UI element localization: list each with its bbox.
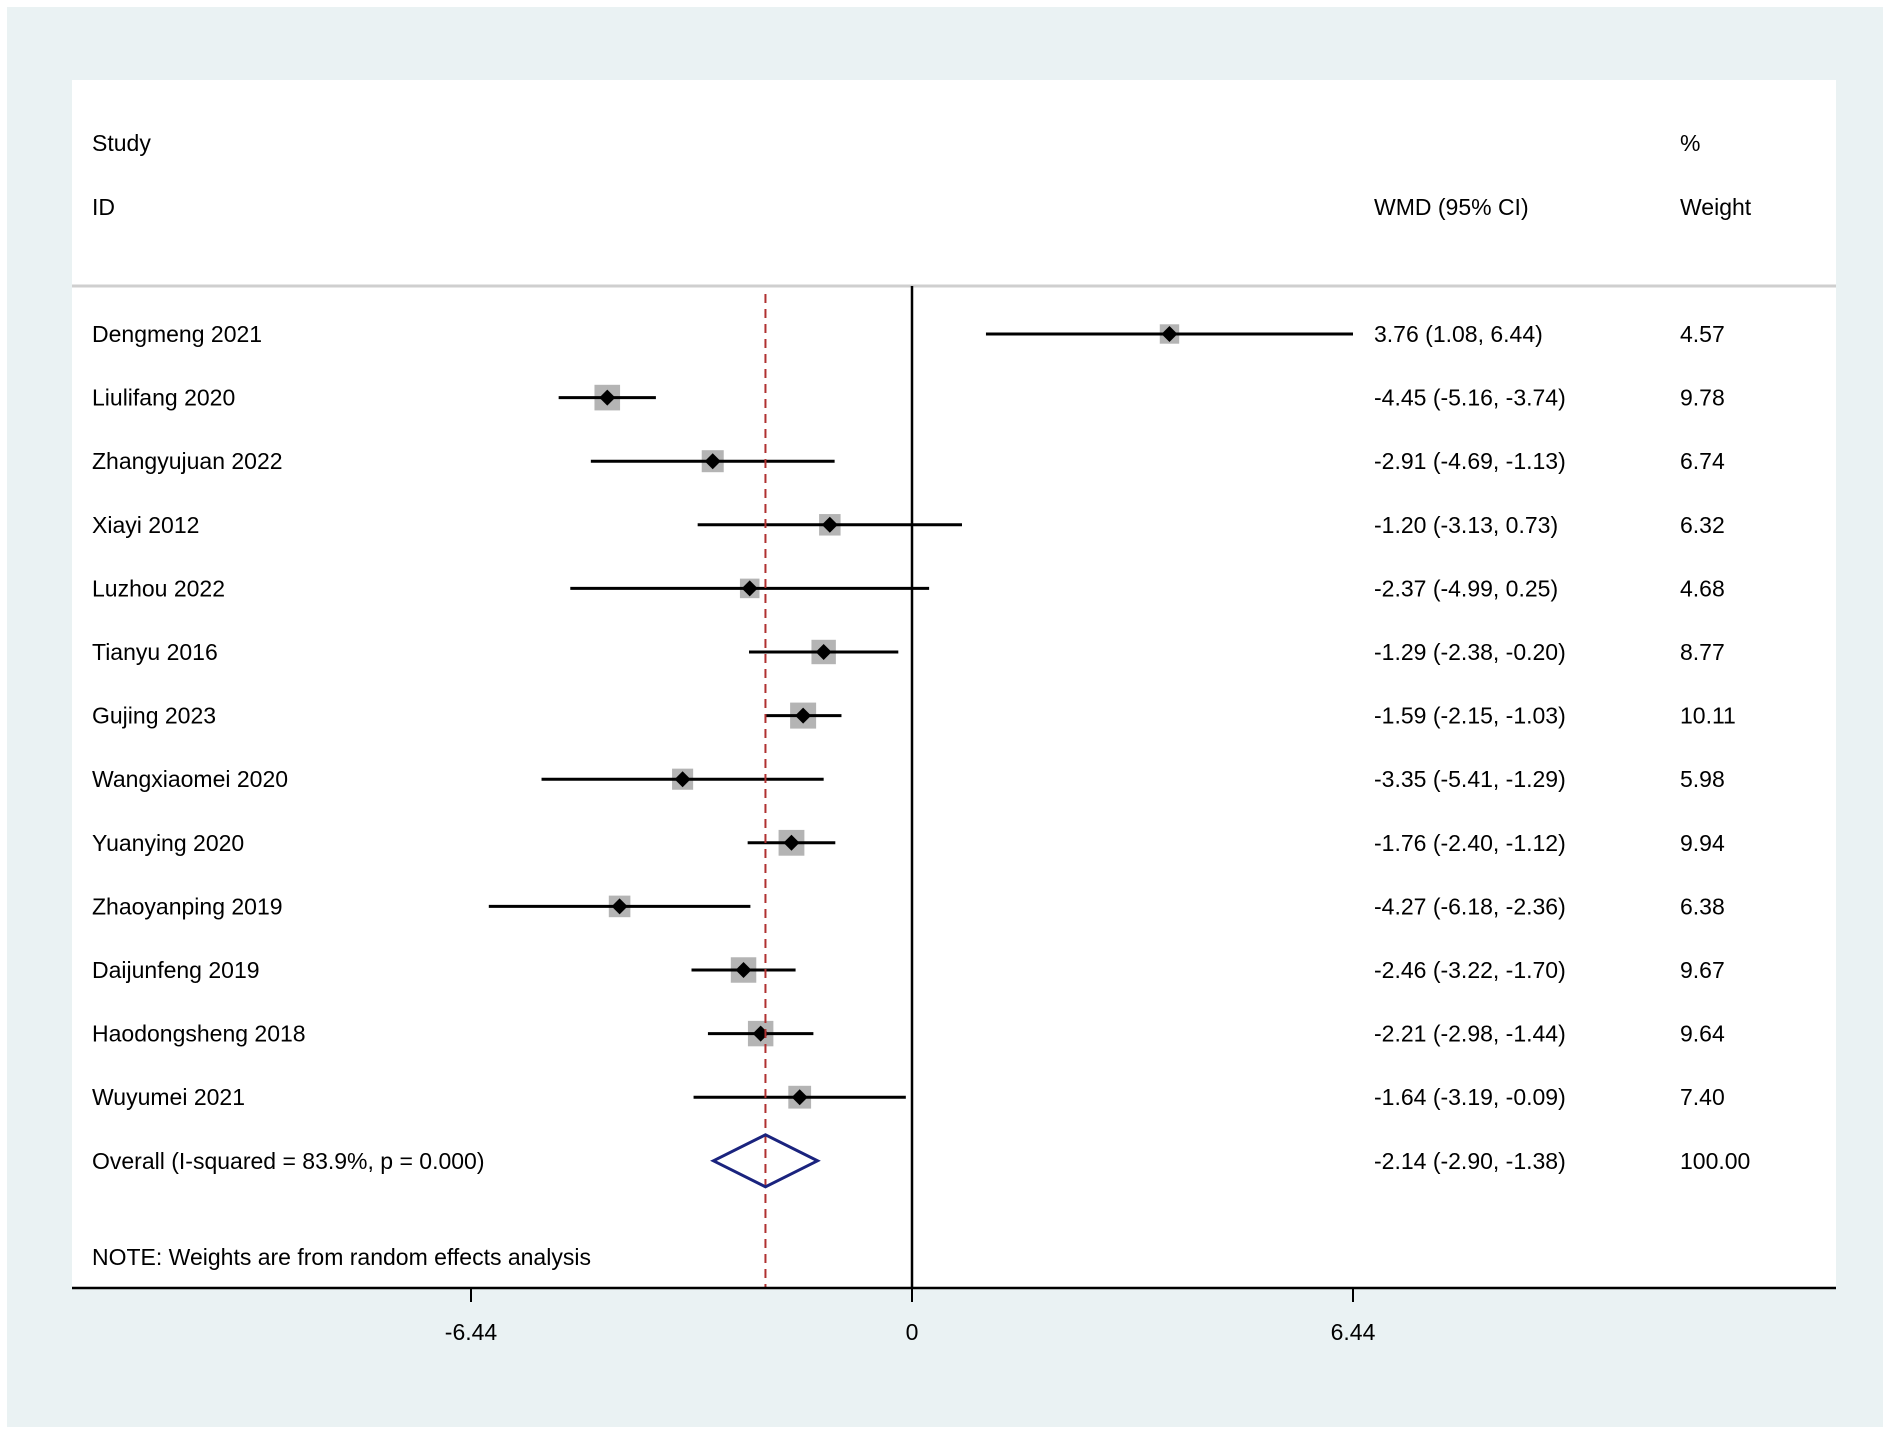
overall-ci-text: -2.14 (-2.90, -1.38) [1374,1148,1566,1174]
study-label: Dengmeng 2021 [92,321,262,347]
header-weight: Weight [1680,194,1752,220]
study-label: Yuanying 2020 [92,830,244,856]
study-weight-text: 5.98 [1680,766,1725,792]
study-ci-text: -2.46 (-3.22, -1.70) [1374,957,1566,983]
study-ci-text: -3.35 (-5.41, -1.29) [1374,766,1566,792]
x-tick-label: 0 [906,1319,919,1345]
study-label: Wuyumei 2021 [92,1084,245,1110]
point-estimate [1161,326,1178,342]
point-estimate [795,707,812,724]
study-row: Tianyu 2016 -1.29 (-2.38, -0.20) 8.77 [92,639,1725,665]
study-ci-text: -2.21 (-2.98, -1.44) [1374,1021,1566,1047]
study-row: Yuanying 2020 -1.76 (-2.40, -1.12) 9.94 [92,830,1725,856]
x-axis-ticks: -6.44 0 6.44 [445,1288,1376,1345]
study-row: Liulifang 2020 -4.45 (-5.16, -3.74) 9.78 [92,385,1725,411]
study-label: Wangxiaomei 2020 [92,766,288,792]
overall-row: Overall (I-squared = 83.9%, p = 0.000) -2… [92,1133,1750,1189]
header-study: Study [92,130,151,156]
header-id: ID [92,194,115,220]
study-ci-text: -1.59 (-2.15, -1.03) [1374,703,1566,729]
study-weight-text: 6.38 [1680,893,1725,919]
study-row: Gujing 2023 -1.59 (-2.15, -1.03) 10.11 [92,702,1736,729]
study-weight-text: 9.64 [1680,1021,1725,1047]
study-label: Luzhou 2022 [92,575,225,601]
study-row: Zhaoyanping 2019 -4.27 (-6.18, -2.36) 6.38 [92,893,1725,919]
study-ci-text: -1.76 (-2.40, -1.12) [1374,830,1566,856]
study-row: Xiayi 2012 -1.20 (-3.13, 0.73) 6.32 [92,512,1725,538]
point-estimate [791,1089,808,1106]
plot-panel [72,80,1836,1288]
study-rows: Dengmeng 2021 3.76 (1.08, 6.44) 4.57 Liulif… [92,321,1736,1110]
study-label: Zhangyujuan 2022 [92,448,283,474]
point-estimate [704,453,721,470]
point-estimate [599,389,616,406]
study-ci-text: -1.64 (-3.19, -0.09) [1374,1084,1566,1110]
study-ci-text: -1.29 (-2.38, -0.20) [1374,639,1566,665]
reference-lines [764,286,914,1288]
weights-note: NOTE: Weights are from random effects an… [92,1244,591,1270]
overall-weight-text: 100.00 [1680,1148,1750,1174]
study-label: Xiayi 2012 [92,512,199,538]
point-estimate [783,834,800,851]
study-row: Luzhou 2022 -2.37 (-4.99, 0.25) 4.68 [92,575,1725,601]
study-row: Dengmeng 2021 3.76 (1.08, 6.44) 4.57 [92,321,1725,347]
study-weight-text: 9.67 [1680,957,1725,983]
study-label: Daijunfeng 2019 [92,957,260,983]
study-weight-text: 4.57 [1680,321,1725,347]
study-ci-text: 3.76 (1.08, 6.44) [1374,321,1543,347]
study-label: Tianyu 2016 [92,639,218,665]
overall-diamond [710,1133,821,1189]
header-percent: % [1680,130,1700,156]
study-ci-text: -2.91 (-4.69, -1.13) [1374,448,1566,474]
study-ci-text: -1.20 (-3.13, 0.73) [1374,512,1558,538]
study-weight-text: 7.40 [1680,1084,1725,1110]
point-estimate [741,580,758,597]
point-estimate [674,771,691,788]
overall-label: Overall (I-squared = 83.9%, p = 0.000) [92,1148,485,1174]
study-label: Liulifang 2020 [92,385,235,411]
study-weight-text: 9.78 [1680,385,1725,411]
study-weight-text: 6.32 [1680,512,1725,538]
study-weight-text: 6.74 [1680,448,1725,474]
study-label: Zhaoyanping 2019 [92,893,283,919]
study-label: Gujing 2023 [92,703,216,729]
study-weight-text: 10.11 [1680,703,1736,729]
study-weight-text: 8.77 [1680,639,1725,665]
study-row: Zhangyujuan 2022 -2.91 (-4.69, -1.13) 6.74 [92,448,1725,474]
point-estimate [735,962,752,978]
study-weight-text: 9.94 [1680,830,1725,856]
x-tick-label: -6.44 [445,1319,498,1345]
study-row: Daijunfeng 2019 -2.46 (-3.22, -1.70) 9.67 [92,957,1725,983]
study-ci-text: -4.27 (-6.18, -2.36) [1374,893,1566,919]
header-effect: WMD (95% CI) [1374,194,1529,220]
study-row: Wangxiaomei 2020 -3.35 (-5.41, -1.29) 5.98 [92,766,1725,792]
study-ci-text: -4.45 (-5.16, -3.74) [1374,385,1566,411]
point-estimate [815,644,832,660]
point-estimate [821,516,838,533]
study-ci-text: -2.37 (-4.99, 0.25) [1374,575,1558,601]
point-estimate [611,898,628,915]
study-label: Haodongsheng 2018 [92,1021,306,1047]
x-tick-label: 6.44 [1331,1319,1376,1345]
study-row: Haodongsheng 2018 -2.21 (-2.98, -1.44) 9.6… [92,1021,1725,1047]
study-weight-text: 4.68 [1680,575,1725,601]
study-row: Wuyumei 2021 -1.64 (-3.19, -0.09) 7.40 [92,1084,1725,1110]
